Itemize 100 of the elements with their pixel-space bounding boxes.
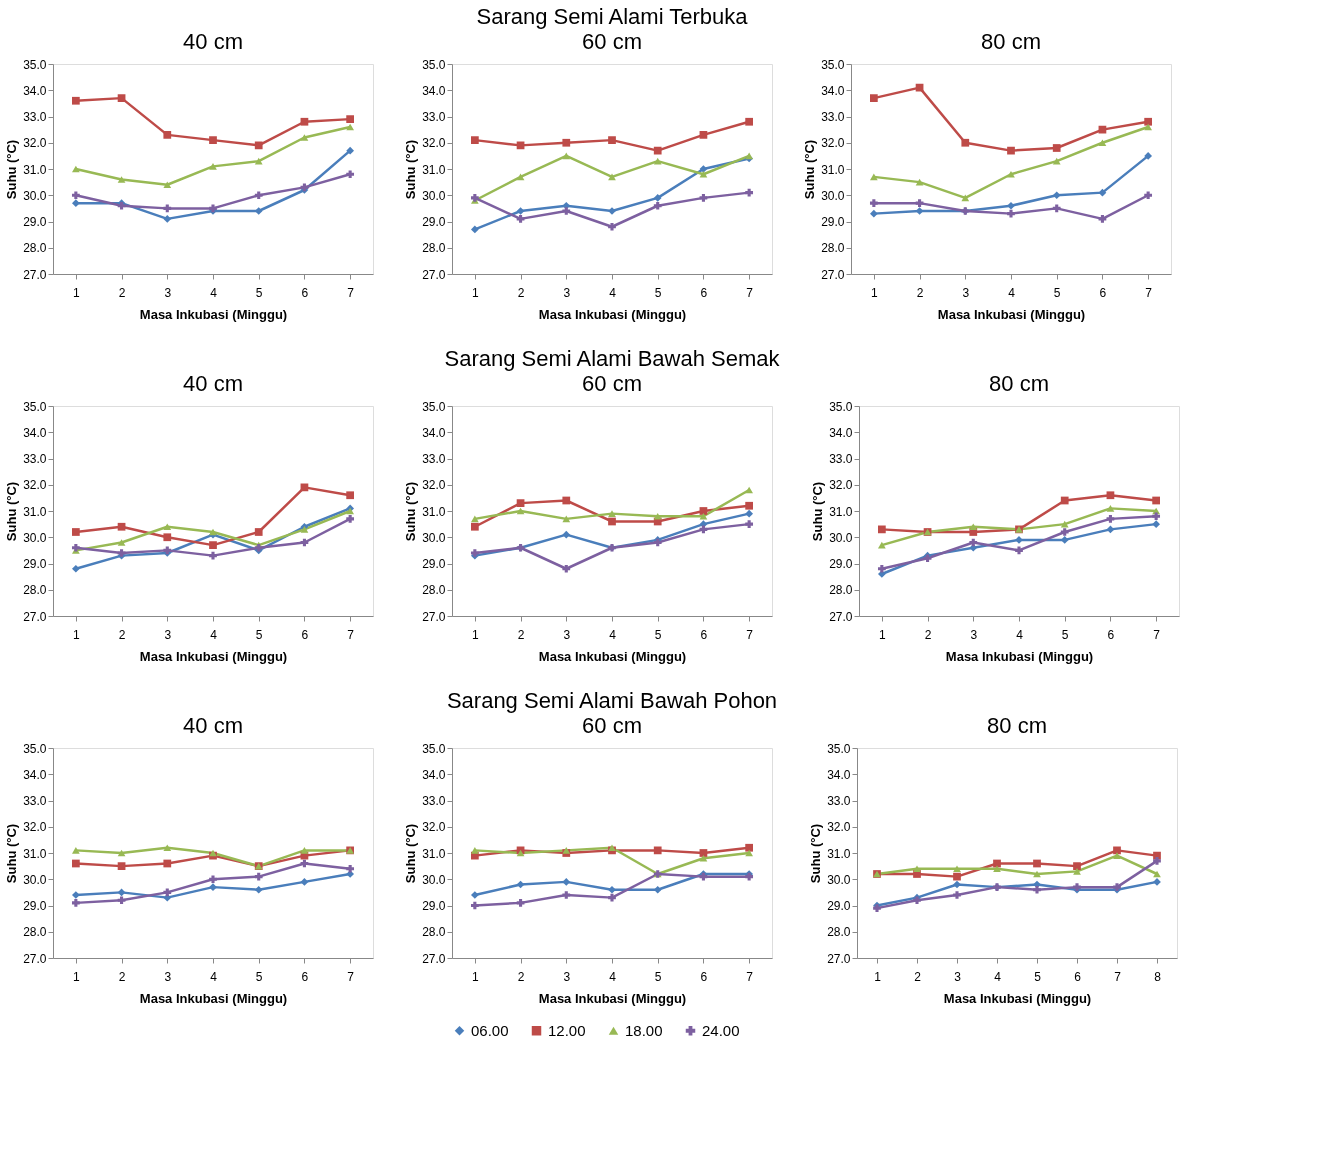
x-tick-label: 4 xyxy=(1016,627,1024,642)
x-tick-label: 7 xyxy=(1153,627,1161,642)
y-tick-label: 28.0 xyxy=(422,925,446,940)
y-tick-label: 32.0 xyxy=(23,820,47,835)
y-axis-title: Suhu (°C) xyxy=(808,823,824,884)
y-tick-label: 31.0 xyxy=(23,846,47,861)
y-tick-label: 29.0 xyxy=(422,215,446,229)
y-tick-label: 27.0 xyxy=(23,951,47,966)
y-tick-label: 35.0 xyxy=(23,399,47,414)
chart-title: 40 cm xyxy=(183,713,243,738)
y-tick-label: 35.0 xyxy=(23,57,47,72)
y-tick-label: 28.0 xyxy=(23,241,47,256)
x-tick-label: 7 xyxy=(746,627,754,642)
y-tick-label: 28.0 xyxy=(821,241,845,256)
y-tick-label: 31.0 xyxy=(829,504,853,519)
y-tick-label: 29.0 xyxy=(23,557,47,571)
legend-label: 24.00 xyxy=(702,1021,740,1039)
x-tick-label: 6 xyxy=(700,627,708,642)
y-tick-label: 30.0 xyxy=(829,530,853,545)
y-tick-label: 30.0 xyxy=(23,872,47,887)
x-tick-label: 2 xyxy=(118,969,126,984)
x-tick-label: 3 xyxy=(164,969,172,984)
y-tick-label: 29.0 xyxy=(23,899,47,913)
chart-title: 40 cm xyxy=(183,29,243,54)
x-axis-title: Masa Inkubasi (Minggu) xyxy=(538,306,687,322)
chart-title: Sarang Semi Alami Bawah Semak xyxy=(444,346,781,371)
x-tick-label: 7 xyxy=(1114,969,1122,984)
x-tick-label: 5 xyxy=(654,285,662,300)
y-axis-title: Suhu (°C) xyxy=(403,481,419,542)
y-tick-label: 32.0 xyxy=(23,136,47,151)
y-tick-label: 35.0 xyxy=(821,57,845,72)
y-tick-label: 32.0 xyxy=(23,478,47,493)
y-tick-label: 29.0 xyxy=(23,215,47,229)
y-tick-label: 28.0 xyxy=(23,583,47,598)
y-tick-label: 30.0 xyxy=(422,530,446,545)
x-tick-label: 6 xyxy=(301,627,309,642)
y-tick-label: 28.0 xyxy=(827,925,851,940)
x-tick-label: 5 xyxy=(255,627,263,642)
x-tick-label: 7 xyxy=(746,969,754,984)
y-tick-label: 35.0 xyxy=(422,741,446,756)
chart-title: Sarang Semi Alami Terbuka xyxy=(476,4,749,29)
x-axis-title: Masa Inkubasi (Minggu) xyxy=(538,990,687,1006)
y-tick-label: 33.0 xyxy=(23,794,47,808)
x-tick-label: 4 xyxy=(609,969,617,984)
chart-subtitle: 60 cm xyxy=(582,371,642,396)
x-tick-label: 4 xyxy=(609,285,617,300)
x-tick-label: 8 xyxy=(1154,969,1162,984)
x-tick-label: 4 xyxy=(1008,285,1016,300)
y-tick-label: 34.0 xyxy=(23,83,47,98)
x-axis-title: Masa Inkubasi (Minggu) xyxy=(538,648,687,664)
y-tick-label: 34.0 xyxy=(23,767,47,782)
x-tick-label: 4 xyxy=(994,969,1002,984)
y-axis-title: Suhu (°C) xyxy=(403,139,419,200)
y-tick-label: 31.0 xyxy=(422,162,446,177)
x-tick-label: 1 xyxy=(472,285,480,300)
y-tick-label: 28.0 xyxy=(829,583,853,598)
y-tick-label: 32.0 xyxy=(422,136,446,151)
y-tick-label: 29.0 xyxy=(827,899,851,913)
y-tick-label: 29.0 xyxy=(422,899,446,913)
y-tick-label: 30.0 xyxy=(23,188,47,203)
x-tick-label: 2 xyxy=(517,285,525,300)
y-tick-label: 34.0 xyxy=(422,83,446,98)
x-tick-label: 5 xyxy=(255,285,263,300)
x-tick-label: 7 xyxy=(746,285,754,300)
y-tick-label: 30.0 xyxy=(422,188,446,203)
y-tick-label: 34.0 xyxy=(821,83,845,98)
y-tick-label: 31.0 xyxy=(23,504,47,519)
y-tick-label: 34.0 xyxy=(422,767,446,782)
y-tick-label: 27.0 xyxy=(422,951,446,966)
y-tick-label: 33.0 xyxy=(422,452,446,466)
y-tick-label: 35.0 xyxy=(829,399,853,414)
y-tick-label: 29.0 xyxy=(829,557,853,571)
x-tick-label: 1 xyxy=(879,627,887,642)
y-tick-label: 30.0 xyxy=(422,872,446,887)
x-tick-label: 2 xyxy=(118,285,126,300)
x-tick-label: 1 xyxy=(871,285,879,300)
chart-subtitle: 60 cm xyxy=(582,713,642,738)
x-tick-label: 7 xyxy=(1145,285,1153,300)
y-axis-title: Suhu (°C) xyxy=(4,481,20,542)
y-tick-label: 27.0 xyxy=(829,609,853,624)
x-tick-label: 6 xyxy=(1074,969,1082,984)
chart-title: Sarang Semi Alami Bawah Pohon xyxy=(446,688,778,713)
x-tick-label: 5 xyxy=(1034,969,1042,984)
legend-label: 18.00 xyxy=(625,1021,663,1039)
x-tick-label: 5 xyxy=(654,969,662,984)
x-tick-label: 1 xyxy=(472,969,480,984)
x-tick-label: 1 xyxy=(73,627,81,642)
y-tick-label: 27.0 xyxy=(23,267,47,282)
x-tick-label: 1 xyxy=(73,969,81,984)
y-axis-title: Suhu (°C) xyxy=(810,481,826,542)
x-tick-label: 2 xyxy=(914,969,922,984)
x-axis-title: Masa Inkubasi (Minggu) xyxy=(943,990,1092,1006)
x-tick-label: 4 xyxy=(210,627,218,642)
y-tick-label: 35.0 xyxy=(422,57,446,72)
x-tick-label: 4 xyxy=(609,627,617,642)
y-tick-label: 29.0 xyxy=(422,557,446,571)
y-tick-label: 33.0 xyxy=(23,452,47,466)
legend-label: 12.00 xyxy=(548,1021,586,1039)
y-tick-label: 28.0 xyxy=(23,925,47,940)
y-tick-label: 34.0 xyxy=(829,425,853,440)
